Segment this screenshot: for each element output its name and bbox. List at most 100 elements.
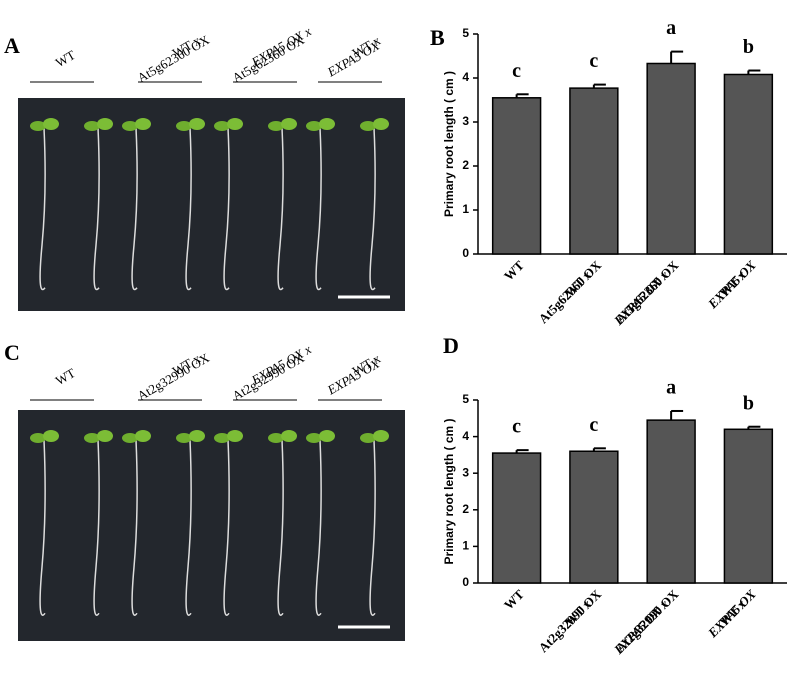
root (93, 439, 100, 616)
significance-letter: a (666, 17, 676, 39)
y-tick-label: 1 (462, 202, 469, 216)
leaf (189, 430, 205, 442)
photo-a (18, 98, 405, 311)
root (369, 127, 376, 291)
leaf (214, 433, 230, 443)
leaf (97, 430, 113, 442)
root (131, 127, 138, 291)
bar (723, 428, 774, 584)
leaf (281, 430, 297, 442)
root (93, 127, 100, 291)
panel-letter: D (443, 333, 459, 358)
leaf (319, 118, 335, 130)
leaf (227, 118, 243, 130)
leaf (189, 118, 205, 130)
leaf (227, 430, 243, 442)
genotype-label: At5g62360 OX (135, 32, 213, 86)
y-tick-label: 0 (462, 246, 469, 260)
y-axis-label: Primary root length ( cm ) (442, 418, 456, 564)
root (39, 439, 46, 616)
root (223, 439, 230, 616)
x-tick-label: EXPA5 OX (704, 257, 759, 312)
root (315, 439, 322, 616)
leaf (373, 430, 389, 442)
leaf (319, 430, 335, 442)
panel-letter: B (430, 25, 445, 50)
leaf (30, 121, 46, 131)
leaf (122, 121, 138, 131)
leaf (43, 118, 59, 130)
leaf (84, 121, 100, 131)
bar (723, 73, 774, 255)
leaf (306, 121, 322, 131)
bar (491, 97, 542, 255)
leaf (268, 121, 284, 131)
leaf (135, 430, 151, 442)
leaf (214, 121, 230, 131)
leaf (306, 433, 322, 443)
leaf (281, 118, 297, 130)
bar (646, 419, 696, 584)
leaf (135, 118, 151, 130)
root (277, 439, 284, 616)
root (39, 127, 46, 291)
root (185, 439, 192, 616)
root (131, 439, 138, 616)
root (369, 439, 376, 616)
x-tick-label: WT (501, 257, 527, 283)
y-tick-label: 0 (462, 575, 469, 589)
bar (569, 450, 619, 584)
genotype-label: EXPA5 OX (324, 37, 383, 80)
y-tick-label: 3 (462, 114, 469, 128)
y-tick-label: 1 (462, 539, 469, 553)
x-tick-label: WT (501, 586, 527, 612)
leaf (176, 121, 192, 131)
root (223, 127, 230, 291)
leaf (373, 118, 389, 130)
photo-c (18, 410, 405, 641)
root (185, 127, 192, 291)
leaf (176, 433, 192, 443)
y-tick-label: 2 (462, 158, 469, 172)
leaf (122, 433, 138, 443)
leaf (84, 433, 100, 443)
root (315, 127, 322, 291)
x-tick-label: At5g62360 OX (613, 257, 682, 326)
y-tick-label: 3 (462, 465, 469, 479)
significance-letter: b (743, 36, 754, 58)
significance-letter: c (512, 416, 521, 438)
leaf (360, 433, 376, 443)
panel-letter: C (4, 340, 20, 365)
root (277, 127, 284, 291)
y-tick-label: 4 (462, 70, 469, 84)
y-tick-label: 5 (462, 392, 469, 406)
leaf (268, 433, 284, 443)
genotype-label: At2g32990 OX (135, 350, 213, 404)
genotype-label: WT (53, 47, 78, 70)
x-tick-label: At2g32990 OX (536, 586, 605, 655)
leaf (360, 121, 376, 131)
significance-letter: c (589, 414, 598, 436)
leaf (97, 118, 113, 130)
bar (491, 452, 542, 584)
panel-letter: A (4, 33, 20, 58)
genotype-label: At2g32990 OX (230, 350, 308, 404)
significance-letter: c (589, 50, 598, 72)
significance-letter: c (512, 60, 521, 82)
leaf (43, 430, 59, 442)
y-tick-label: 2 (462, 502, 469, 516)
y-tick-label: 4 (462, 429, 469, 443)
y-axis-label: Primary root length ( cm ) (442, 71, 456, 217)
x-tick-label: At2g32990 OX (613, 586, 682, 655)
bar (646, 62, 696, 255)
x-tick-label: At5g62360 OX (536, 257, 605, 326)
significance-letter: a (666, 377, 676, 399)
y-tick-label: 5 (462, 26, 469, 40)
significance-letter: b (743, 392, 754, 414)
genotype-label: EXPA5 OX (324, 355, 383, 398)
genotype-label: At5g62360 OX (230, 32, 308, 86)
leaf (30, 433, 46, 443)
genotype-label: WT (53, 365, 78, 388)
bar (569, 87, 619, 255)
